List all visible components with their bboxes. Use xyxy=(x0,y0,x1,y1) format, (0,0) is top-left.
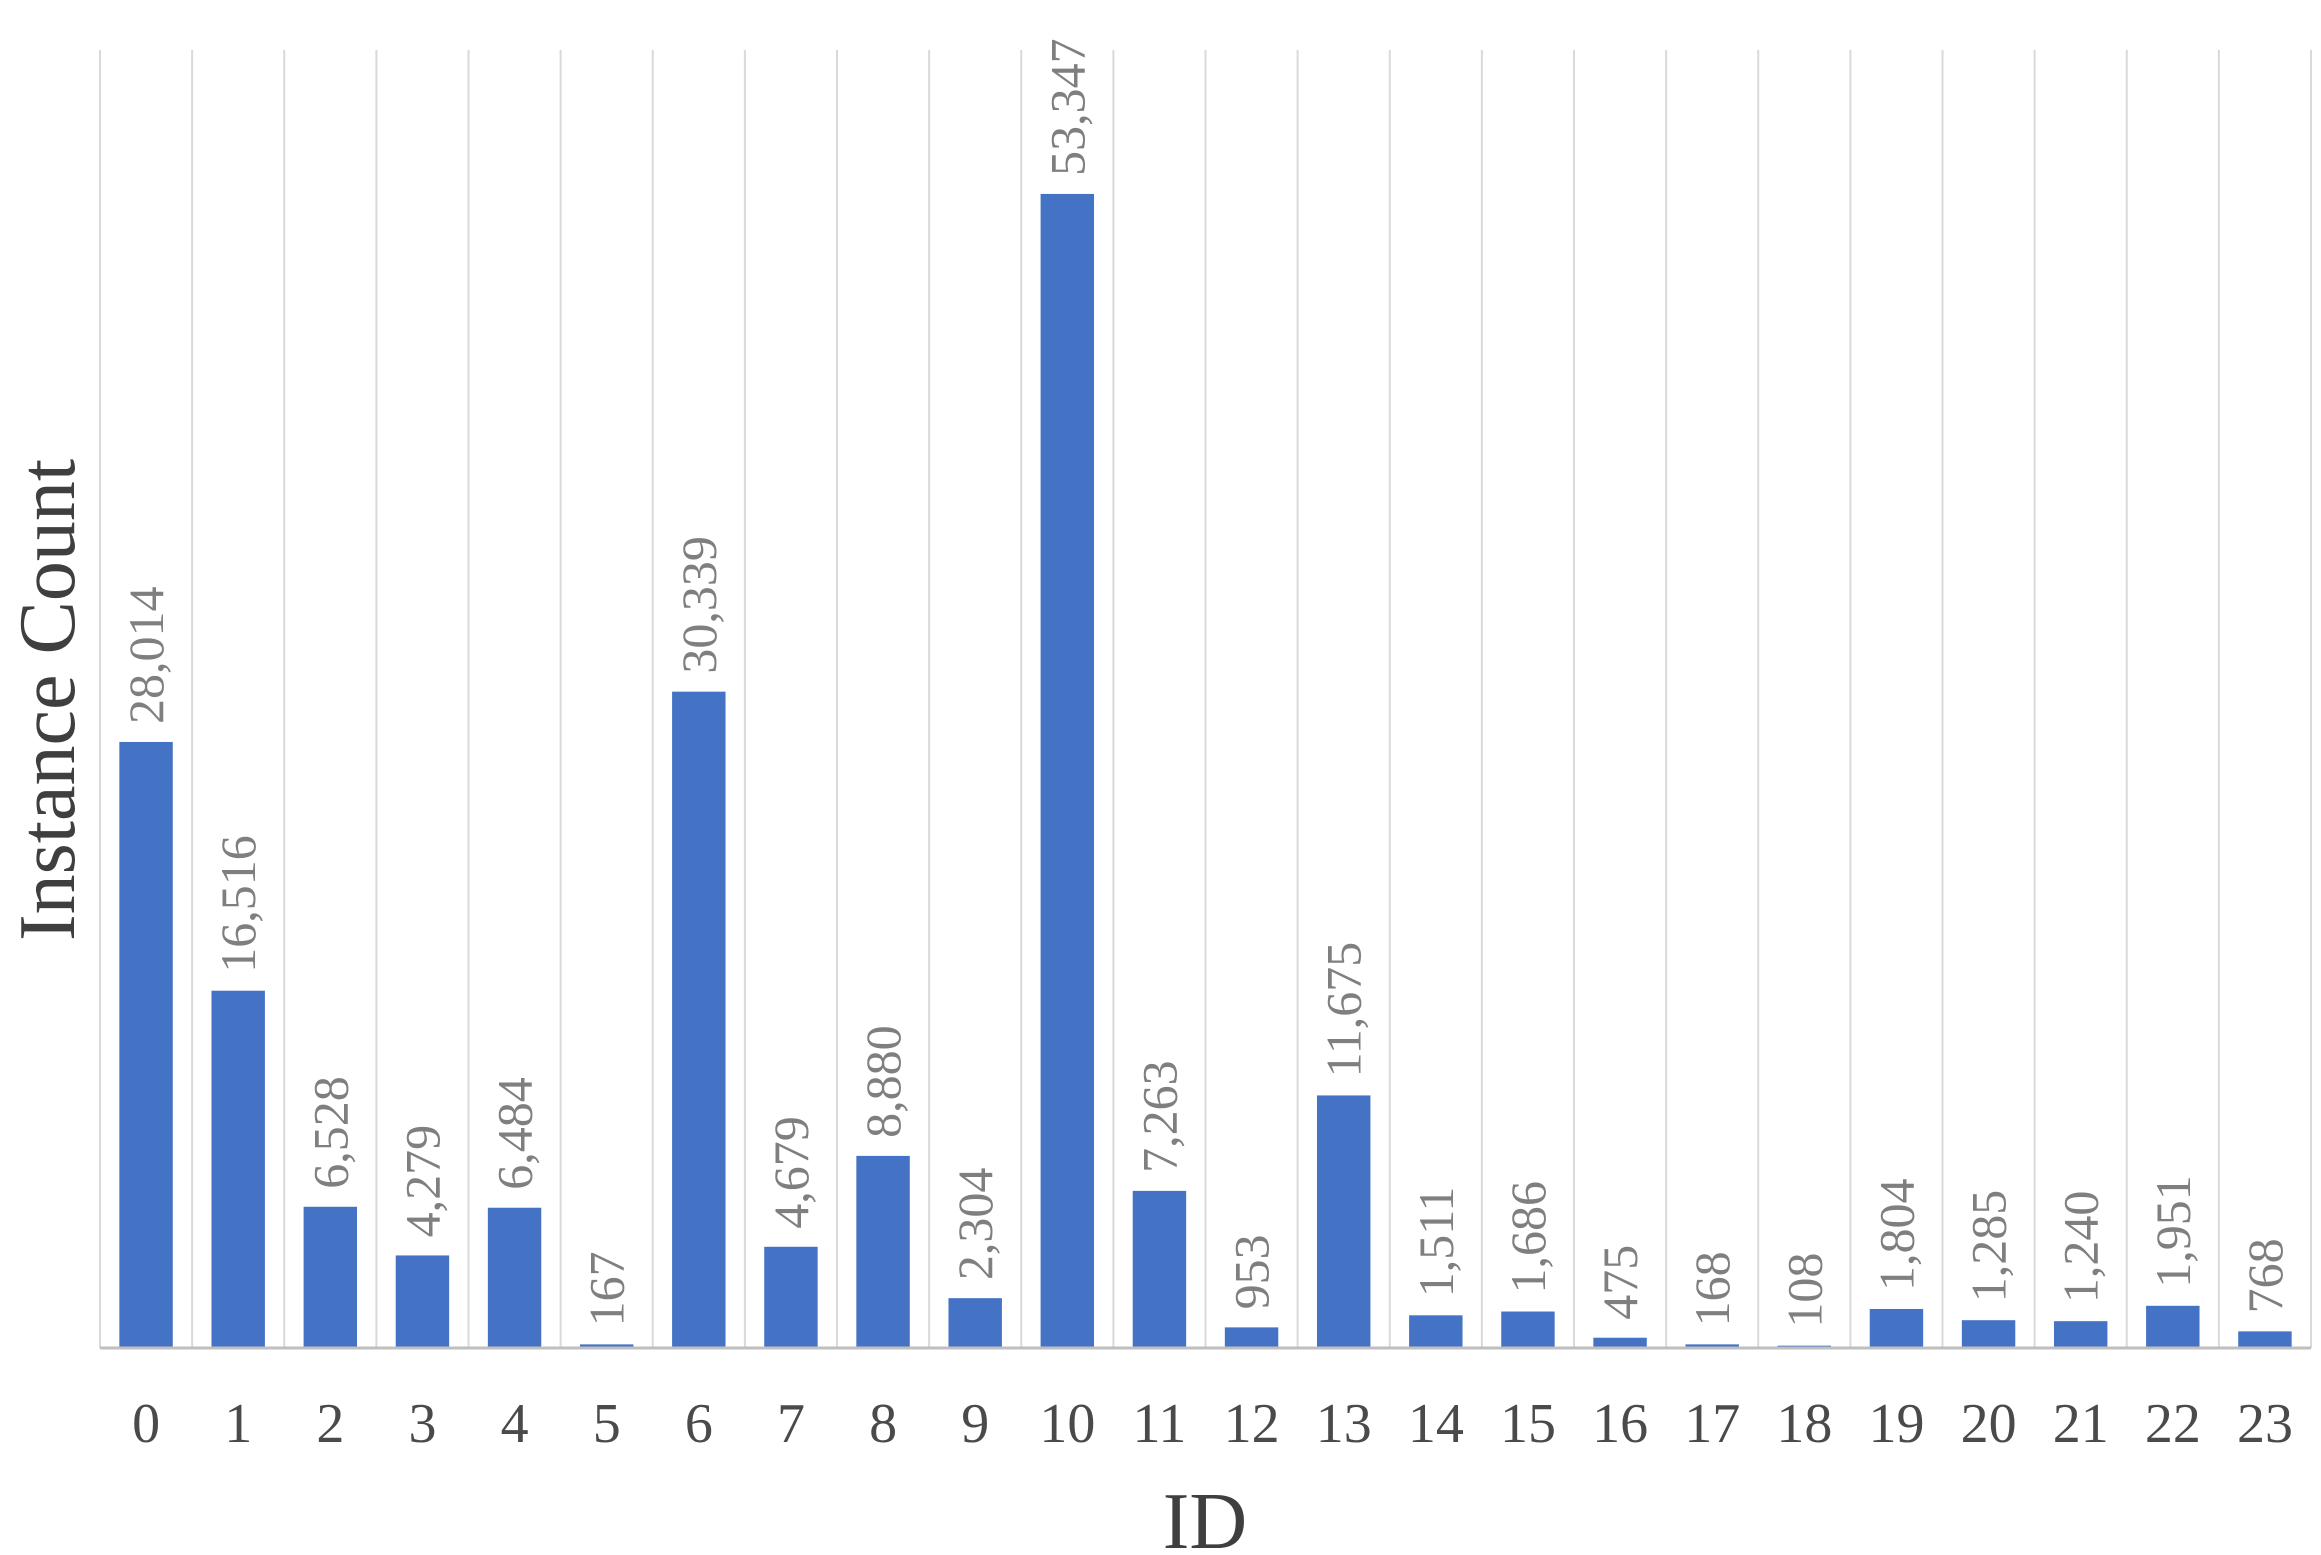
bar-8 xyxy=(856,1155,910,1348)
data-label: 28,014 xyxy=(118,586,174,724)
data-label: 475 xyxy=(1592,1245,1648,1320)
x-tick-label: 4 xyxy=(501,1393,529,1455)
bar-17 xyxy=(1685,1344,1739,1348)
x-tick-label: 17 xyxy=(1684,1393,1740,1455)
bar-7 xyxy=(764,1246,818,1348)
data-label: 1,511 xyxy=(1408,1187,1464,1298)
x-tick-label: 23 xyxy=(2237,1393,2293,1455)
x-tick-label: 20 xyxy=(1961,1393,2017,1455)
bar-9 xyxy=(948,1298,1002,1348)
x-tick-label: 14 xyxy=(1408,1393,1464,1455)
data-label: 1,804 xyxy=(1868,1178,1924,1291)
data-label: 16,516 xyxy=(210,835,266,973)
data-label: 4,279 xyxy=(394,1125,450,1238)
bar-13 xyxy=(1316,1095,1371,1348)
x-tick-label: 0 xyxy=(132,1393,160,1455)
bar-15 xyxy=(1501,1311,1555,1348)
x-tick-labels: 0 1 2 3 4 5 6 7 8 9 10 11 12 13 14 15 16 17 18 19 20 21 22 23 xyxy=(132,1393,2293,1455)
bar-11 xyxy=(1132,1190,1187,1348)
bar-5 xyxy=(579,1344,634,1348)
data-label: 30,339 xyxy=(671,536,727,674)
x-tick-label: 22 xyxy=(2145,1393,2201,1455)
bar-4 xyxy=(487,1207,542,1348)
x-tick-label: 16 xyxy=(1592,1393,1648,1455)
bar-3 xyxy=(395,1255,450,1348)
bar-16 xyxy=(1593,1337,1647,1348)
x-tick-label: 3 xyxy=(408,1393,436,1455)
bar-19 xyxy=(1869,1308,1924,1348)
data-label: 1,285 xyxy=(1961,1190,2017,1303)
data-label: 53,347 xyxy=(1039,38,1095,176)
data-label: 1,686 xyxy=(1500,1181,1556,1294)
data-label: 168 xyxy=(1684,1251,1740,1326)
x-tick-label: 7 xyxy=(777,1393,805,1455)
x-tick-label: 9 xyxy=(961,1393,989,1455)
data-label: 8,880 xyxy=(855,1025,911,1138)
bar-23 xyxy=(2238,1331,2292,1348)
x-tick-label: 18 xyxy=(1776,1393,1832,1455)
data-label: 167 xyxy=(579,1251,635,1326)
bar-20 xyxy=(1961,1320,2016,1348)
x-tick-label: 6 xyxy=(685,1393,713,1455)
bar-6 xyxy=(672,691,726,1348)
x-axis-title: ID xyxy=(1163,1478,1247,1555)
data-label: 1,951 xyxy=(2145,1175,2201,1288)
bars xyxy=(119,193,2292,1349)
data-label: 1,240 xyxy=(2053,1191,2109,1304)
x-tick-label: 19 xyxy=(1868,1393,1924,1455)
x-tick-label: 10 xyxy=(1039,1393,1095,1455)
bar-1 xyxy=(211,990,265,1348)
data-label: 6,528 xyxy=(302,1076,358,1189)
bar-21 xyxy=(2053,1321,2108,1348)
x-tick-label: 5 xyxy=(593,1393,621,1455)
data-label: 108 xyxy=(1776,1253,1832,1328)
x-tick-label: 21 xyxy=(2053,1393,2109,1455)
data-label: 953 xyxy=(1224,1234,1280,1309)
x-tick-label: 2 xyxy=(316,1393,344,1455)
bar-14 xyxy=(1409,1315,1463,1348)
data-label: 11,675 xyxy=(1316,942,1372,1078)
gridlines xyxy=(99,50,2312,1348)
x-tick-label: 1 xyxy=(224,1393,252,1455)
data-label: 6,484 xyxy=(487,1077,543,1190)
data-label: 4,679 xyxy=(763,1116,819,1229)
x-tick-label: 11 xyxy=(1132,1393,1186,1455)
bar-10 xyxy=(1040,193,1095,1349)
data-label: 2,304 xyxy=(947,1168,1003,1281)
y-axis-title: Instance Count xyxy=(4,459,92,941)
x-tick-label: 15 xyxy=(1500,1393,1556,1455)
data-label: 768 xyxy=(2237,1238,2293,1313)
data-label: 7,263 xyxy=(1131,1060,1187,1173)
x-tick-label: 13 xyxy=(1316,1393,1372,1455)
bar-2 xyxy=(303,1206,358,1348)
bar-12 xyxy=(1224,1327,1279,1348)
data-labels: 28,014 16,516 6,528 4,279 6,484 167 30,339 4,67… xyxy=(118,38,2293,1327)
bar-0 xyxy=(119,741,173,1348)
x-tick-label: 12 xyxy=(1224,1393,1280,1455)
x-tick-label: 8 xyxy=(869,1393,897,1455)
bar-22 xyxy=(2146,1305,2200,1348)
